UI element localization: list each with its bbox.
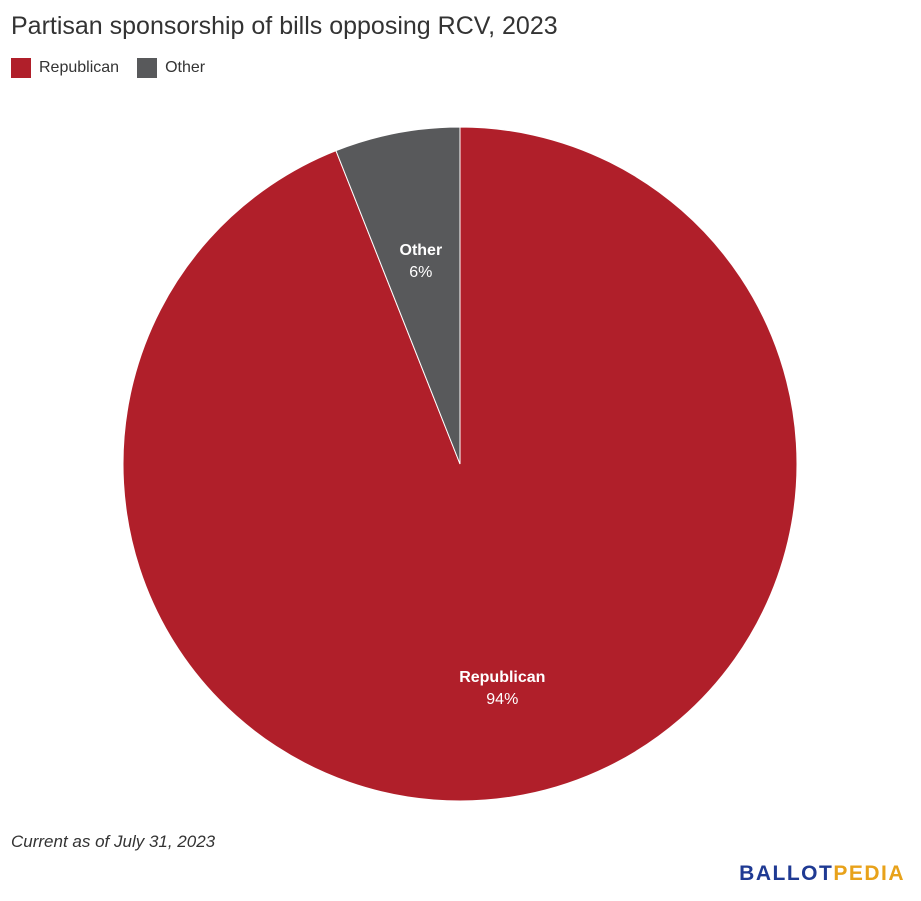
chart-title: Partisan sponsorship of bills opposing R…	[11, 12, 558, 40]
footnote: Current as of July 31, 2023	[11, 832, 216, 851]
ballotpedia-logo[interactable]: BALLOTPEDIA	[739, 862, 905, 886]
legend-label-other: Other	[165, 59, 206, 76]
legend-item-other[interactable]: Other	[137, 58, 205, 78]
legend-swatch-republican	[11, 58, 31, 78]
legend-label-republican: Republican	[39, 59, 120, 76]
slice-label-value-republican: 94%	[486, 691, 518, 708]
slice-label-name-other: Other	[400, 242, 443, 259]
legend: Republican Other	[11, 58, 223, 78]
legend-item-republican[interactable]: Republican	[11, 58, 119, 78]
legend-swatch-other	[137, 58, 158, 78]
slice-label-value-other: 6%	[409, 264, 432, 281]
slice-label-name-republican: Republican	[459, 669, 545, 686]
slice-other[interactable]	[335, 126, 461, 465]
logo-part-ballot: BALLOT	[739, 862, 834, 885]
logo-part-pedia: PEDIA	[833, 862, 905, 885]
